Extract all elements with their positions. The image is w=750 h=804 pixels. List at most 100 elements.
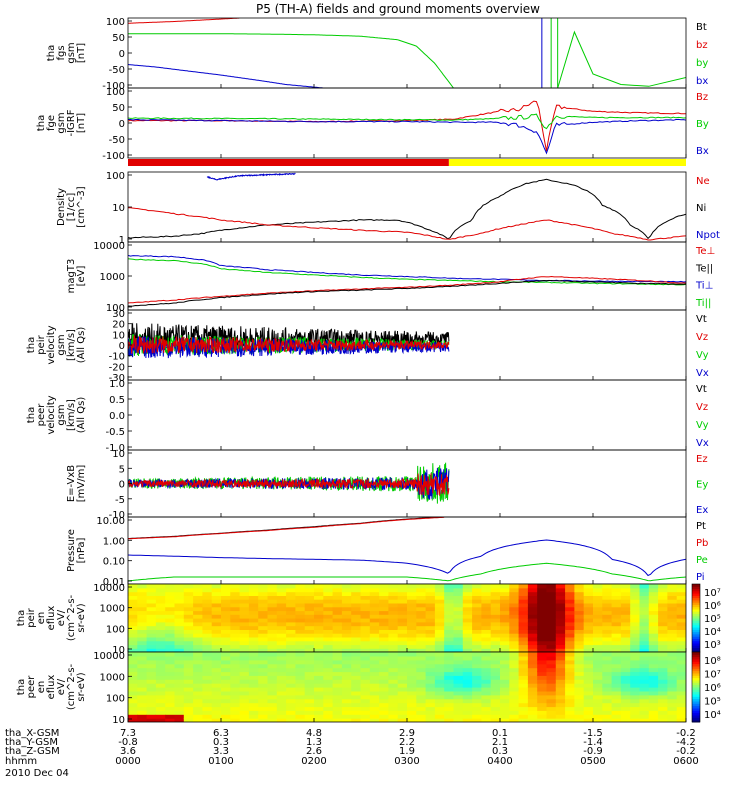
colorbar-segment [692, 712, 700, 716]
spectrogram-cell [248, 663, 259, 669]
spectrogram-cell [286, 675, 296, 680]
spectrogram-cell [574, 636, 585, 642]
colorbar-segment [692, 659, 700, 662]
spectrogram-cell [472, 606, 482, 612]
legend-entry: bx [696, 76, 708, 87]
spectrogram-cell [574, 610, 585, 615]
spectrogram-cell [602, 714, 613, 719]
spectrogram-cell [155, 625, 166, 630]
spectrogram-cell [332, 610, 343, 615]
spectrogram-cell [351, 633, 362, 638]
spectrogram-cell [286, 655, 296, 661]
spectrogram-cell [593, 587, 603, 593]
spectrogram-cell [230, 659, 241, 665]
spectrogram-cell [481, 644, 492, 649]
spectrogram-cell [434, 621, 445, 627]
y-tick-label: 10.00 [96, 516, 125, 527]
spectrogram-cell [620, 679, 631, 684]
spectrogram-cell [165, 591, 176, 596]
spectrogram-cell [537, 690, 548, 696]
series-line-bz [128, 18, 240, 24]
spectrogram-cell [593, 618, 603, 623]
spectrogram-cell [397, 694, 408, 700]
spectrogram-cell [146, 587, 157, 593]
spectrogram-cell [527, 718, 538, 722]
ephemeris-value: 0.3 [492, 746, 508, 757]
spectrogram-cell [509, 633, 520, 638]
spectrogram-cell [221, 659, 231, 665]
spectrogram-cell [472, 714, 482, 719]
spectrogram-cell [425, 629, 436, 634]
spectrogram-cell [490, 710, 501, 715]
spectrogram-cell [202, 584, 213, 589]
spectrogram-cell [620, 687, 631, 692]
spectrogram-cell [174, 599, 185, 604]
spectrogram-cell [425, 655, 436, 661]
spectrogram-cell [332, 591, 343, 596]
spectrogram-cell [165, 610, 176, 615]
spectrogram-cell [462, 718, 473, 722]
spectrogram-cell [341, 663, 352, 669]
y-axis-label-line: en [36, 681, 47, 694]
spectrogram-cell [174, 595, 185, 600]
spectrogram-cell [155, 644, 166, 649]
spectrogram-cell [193, 710, 203, 715]
spectrogram-cell [500, 591, 510, 596]
spectrogram-cell [267, 671, 278, 676]
spectrogram-cell [211, 587, 222, 593]
spectrogram-cell [639, 644, 650, 649]
ephemeris-value: 7.3 [120, 728, 136, 739]
spectrogram-cell [518, 599, 529, 604]
spectrogram-cell [500, 614, 510, 619]
spectrogram-cell [667, 629, 678, 634]
spectrogram-cell [230, 698, 241, 704]
spectrogram-cell [500, 595, 510, 600]
spectrogram-cell [546, 599, 557, 604]
spectrogram-cell [583, 602, 594, 608]
spectrogram-cell [472, 655, 482, 661]
spectrogram-cell [341, 595, 352, 600]
spectrogram-cell [314, 595, 324, 600]
spectrogram-cell [341, 718, 352, 722]
spectrogram-cell [574, 584, 585, 589]
spectrogram-cell [565, 718, 575, 722]
spectrogram-cell [211, 618, 222, 623]
spectrogram-cell [286, 621, 296, 627]
spectrogram-cell [648, 618, 659, 623]
spectrogram-cell [453, 636, 464, 642]
spectrogram-cell [276, 584, 287, 589]
colorbar-segment [692, 691, 700, 695]
spectrogram-cell [676, 595, 686, 600]
spectrogram-cell [518, 625, 529, 630]
spectrogram-cell [407, 710, 417, 715]
spectrogram-cell [369, 698, 380, 704]
spectrogram-cell [379, 687, 389, 692]
spectrogram-cell [323, 679, 334, 684]
spectrogram-cell [434, 610, 445, 615]
legend-entry: Vt [696, 384, 707, 395]
y-axis-label: thapeervelocitygsm[km/s](All Qs) [26, 395, 87, 434]
spectrogram-cell [444, 636, 455, 642]
spectrogram-cell [527, 621, 538, 627]
spectrogram-cell [546, 640, 557, 646]
spectrogram-cell [565, 614, 575, 619]
spectrogram-cell [648, 584, 659, 589]
spectrogram-cell [379, 702, 389, 708]
spectrogram-cell [397, 690, 408, 696]
colorbar-tick-label: 10⁴ [704, 710, 721, 721]
spectrogram-cell [286, 618, 296, 623]
spectrogram-cell [490, 648, 501, 652]
spectrogram-cell [453, 694, 464, 700]
spectrogram-cell [639, 671, 650, 676]
y-axis-label-line: velocity [46, 395, 57, 434]
spectrogram-cell [183, 718, 194, 722]
legend-entry: Pb [696, 538, 708, 549]
spectrogram-cell [323, 718, 334, 722]
spectrogram-cell [304, 640, 315, 646]
spectrogram-cell [518, 640, 529, 646]
spectrogram-cell [221, 698, 231, 704]
spectrogram-cell [648, 714, 659, 719]
spectrogram-cell [397, 718, 408, 722]
spectrogram-cell [648, 694, 659, 700]
